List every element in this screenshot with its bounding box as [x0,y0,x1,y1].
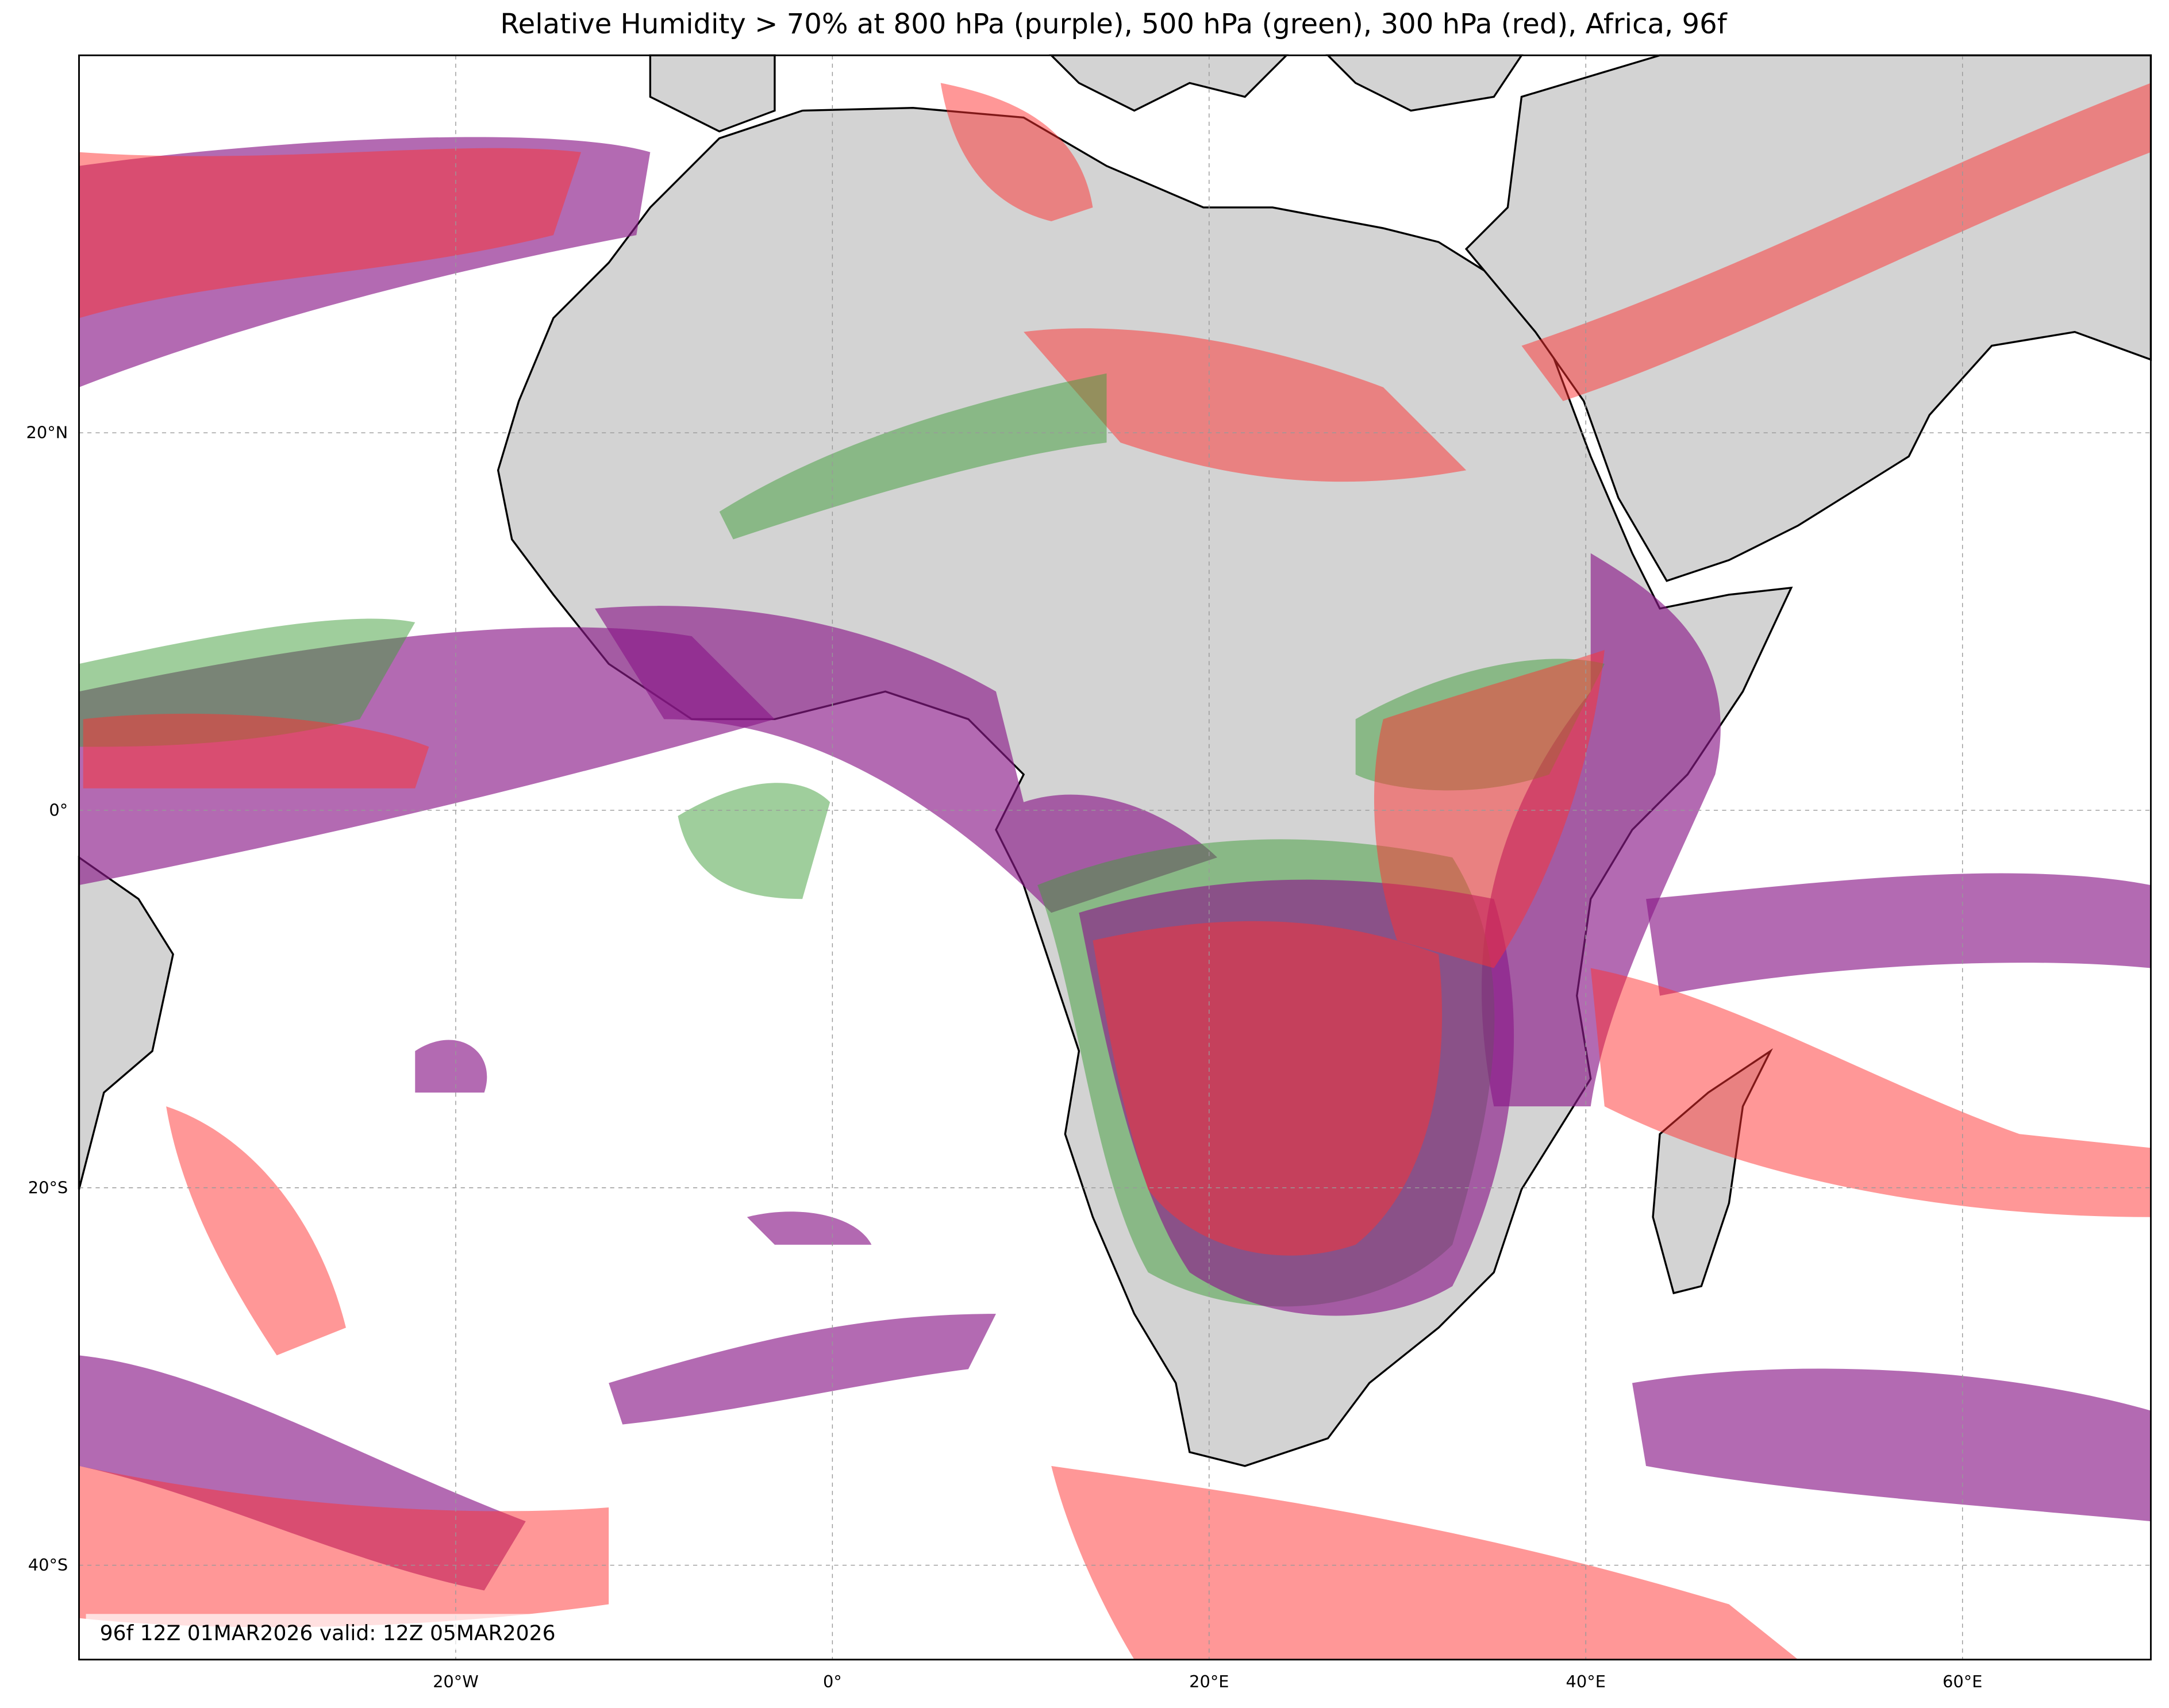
longitude-label: 20°W [433,1672,479,1691]
rh-300 [940,83,1093,222]
humidity-fields [79,83,2151,1660]
longitude-label: 60°E [1943,1672,1982,1691]
annotation-box [86,1614,633,1650]
rh-300 [1590,968,2151,1217]
rh-300 [1051,1465,1798,1660]
map-area: 96f 12Z 01MAR2026 valid: 12Z 05MAR2026 [78,54,2152,1661]
rh-300 [1521,83,2151,401]
longitude-label: 40°E [1566,1672,1606,1691]
rh-300 [83,713,429,788]
rh-500 [719,373,1107,540]
rh-300 [1024,328,1467,482]
rh-800 [595,606,1218,913]
rh-800 [1481,553,1721,1107]
latitude-label: 0° [49,801,68,820]
rh-800 [1632,1368,2151,1522]
rh-800 [1646,873,2151,996]
longitude-label: 0° [823,1672,842,1691]
rh-800 [415,1040,872,1245]
rh-300 [1093,921,1443,1256]
longitude-label: 20°E [1189,1672,1229,1691]
graticule [79,55,2151,1660]
rh-300 [166,1106,346,1356]
latitude-label: 20°N [26,423,68,443]
latitude-label: 40°S [28,1555,68,1575]
map-frame [78,54,2152,1661]
rh-300 [1374,650,1605,968]
map-title: Relative Humidity > 70% at 800 hPa (purp… [500,8,1727,40]
rh-500 [678,783,830,899]
valid-time-annotation: 96f 12Z 01MAR2026 valid: 12Z 05MAR2026 [100,1621,556,1645]
rh-300 [79,1465,609,1628]
rh-800 [609,1314,996,1425]
latitude-label: 20°S [28,1178,68,1197]
